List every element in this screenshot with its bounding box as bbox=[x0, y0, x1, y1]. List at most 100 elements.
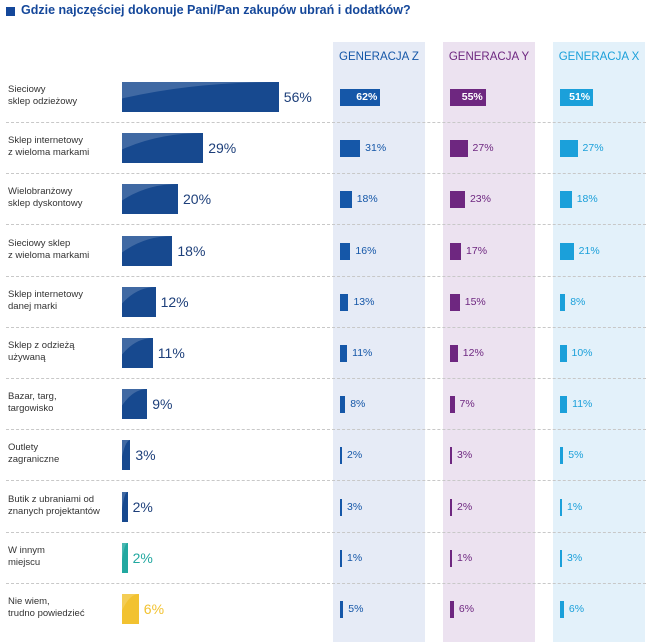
main-bar bbox=[122, 235, 173, 266]
row-divider bbox=[6, 582, 646, 584]
row-divider bbox=[6, 480, 646, 482]
gen-x-value-label: 18% bbox=[576, 193, 598, 206]
gen-z-value-label: 1% bbox=[347, 551, 363, 564]
category-label-line: Bazar, targ, bbox=[8, 391, 57, 403]
category-label-line: sklep dyskontowy bbox=[8, 198, 83, 210]
main-value-label: 3% bbox=[135, 447, 156, 464]
gen-y-value-label: 15% bbox=[464, 295, 486, 308]
category-label-line: znanych projektantów bbox=[8, 505, 100, 517]
gen-x-value-label: 11% bbox=[572, 398, 593, 411]
row-divider bbox=[6, 224, 646, 226]
main-bar bbox=[122, 594, 139, 624]
category-label: Outlety zagraniczne bbox=[8, 442, 59, 466]
gen-y-value-label: 1% bbox=[457, 551, 473, 564]
category-label-line: zagraniczne bbox=[8, 454, 60, 466]
category-label: Butik z ubraniami od znanych projektantów bbox=[8, 494, 100, 518]
category-label-line: miejscu bbox=[8, 556, 41, 568]
category-label-line: Sklep z odzieżą bbox=[8, 340, 75, 351]
gen-z-bar bbox=[340, 601, 344, 618]
gen-x-bar bbox=[560, 242, 574, 260]
gen-x-bar bbox=[560, 89, 594, 106]
category-label-line: Nie wiem, bbox=[8, 596, 50, 607]
gen-y-value-label: 27% bbox=[472, 142, 494, 155]
category-label: Sieciowy sklep z wieloma markami bbox=[8, 238, 89, 262]
gen-z-value-label: 13% bbox=[353, 295, 375, 308]
gen-y-bar bbox=[450, 396, 455, 414]
gen-x-value-label: 5% bbox=[568, 449, 584, 462]
gen-y-bar bbox=[450, 242, 462, 260]
gen-z-bar bbox=[340, 242, 351, 260]
gen-x-bar bbox=[560, 396, 568, 414]
category-label-line: W innym bbox=[8, 544, 45, 556]
gen-y-value-label: 6% bbox=[458, 603, 475, 615]
gen-x-value-label: 51% bbox=[569, 91, 591, 103]
main-value-label: 29% bbox=[208, 140, 237, 157]
gen-y-value-label: 12% bbox=[462, 347, 484, 359]
main-bar bbox=[122, 491, 128, 522]
gen-z-value-label: 62% bbox=[356, 91, 378, 103]
gen-z-bar bbox=[340, 447, 342, 465]
gen-z-value-label: 16% bbox=[355, 244, 377, 257]
main-value-label: 20% bbox=[183, 191, 212, 208]
main-bar-highlight bbox=[122, 542, 128, 573]
category-label-line: używaną bbox=[8, 352, 46, 363]
main-value-label: 6% bbox=[143, 601, 165, 617]
gen-y-value-label: 7% bbox=[459, 398, 475, 411]
title-square bbox=[6, 7, 15, 16]
category-label: Sklep internetowy z wieloma markami bbox=[8, 135, 89, 159]
category-label-line: z wieloma markami bbox=[8, 249, 90, 261]
gen-y-bar bbox=[450, 191, 465, 209]
category-label: Bazar, targ, targowisko bbox=[8, 391, 57, 415]
category-label-line: z wieloma markami bbox=[8, 147, 90, 159]
gen-z-value-label: 31% bbox=[365, 142, 387, 155]
category-label-line: Sieciowy sklep bbox=[8, 237, 71, 249]
category-label-line: sklep odzieżowy bbox=[8, 96, 78, 107]
gen-x-bar bbox=[560, 601, 564, 618]
gen-z-value-label: 18% bbox=[356, 193, 378, 206]
row-divider bbox=[6, 173, 646, 175]
gen-y-bar bbox=[450, 447, 452, 465]
gen-y-bar bbox=[450, 601, 454, 618]
gen-z-bar bbox=[340, 191, 352, 209]
gen-y-bar bbox=[450, 140, 468, 158]
gen-z-bar bbox=[340, 498, 342, 516]
legend-generation-y: GENERACJA Y bbox=[448, 51, 530, 63]
gen-z-value-label: 2% bbox=[347, 449, 363, 462]
gen-z-value-label: 5% bbox=[348, 603, 364, 615]
gen-y-value-label: 23% bbox=[469, 193, 491, 206]
category-label-line: Sklep internetowy bbox=[8, 135, 83, 147]
row-divider bbox=[6, 326, 646, 328]
main-bar bbox=[122, 338, 153, 368]
main-bar-highlight bbox=[122, 440, 131, 471]
gen-y-bar bbox=[450, 89, 486, 106]
category-label: Sklep internetowy danej marki bbox=[8, 289, 83, 313]
category-label-line: trudno powiedzieć bbox=[8, 608, 85, 619]
main-bar-highlight bbox=[122, 133, 204, 164]
main-value-label: 56% bbox=[283, 89, 312, 105]
main-bar bbox=[122, 184, 178, 215]
gen-y-bar bbox=[450, 345, 458, 362]
gen-x-bar bbox=[560, 549, 562, 567]
gen-x-bar bbox=[560, 191, 572, 209]
gen-y-bar bbox=[450, 498, 452, 516]
gen-x-value-label: 3% bbox=[567, 551, 583, 564]
gen-z-bar bbox=[340, 89, 381, 106]
category-label: Sklep z odzieżą używaną bbox=[8, 340, 75, 364]
category-label: Wielobranżowy sklep dyskontowy bbox=[8, 186, 82, 210]
main-value-label: 18% bbox=[177, 242, 206, 259]
gen-x-value-label: 8% bbox=[570, 295, 586, 308]
gen-z-value-label: 8% bbox=[350, 398, 366, 411]
main-bar bbox=[122, 133, 204, 164]
main-bar-highlight bbox=[122, 491, 128, 522]
category-label-line: Outlety bbox=[8, 442, 39, 454]
legend-generation-x: GENERACJA X bbox=[558, 51, 640, 63]
category-label-line: Butik z ubraniami od bbox=[8, 493, 95, 505]
gen-x-bar bbox=[560, 293, 566, 311]
gen-z-bar bbox=[340, 140, 361, 158]
category-label-line: Sklep internetowy bbox=[8, 288, 83, 300]
main-bar-highlight bbox=[122, 594, 139, 624]
gen-z-bar bbox=[340, 293, 349, 311]
category-label: Nie wiem, trudno powiedzieć bbox=[8, 596, 85, 620]
gen-x-value-label: 6% bbox=[568, 603, 585, 615]
row-divider bbox=[6, 275, 646, 277]
